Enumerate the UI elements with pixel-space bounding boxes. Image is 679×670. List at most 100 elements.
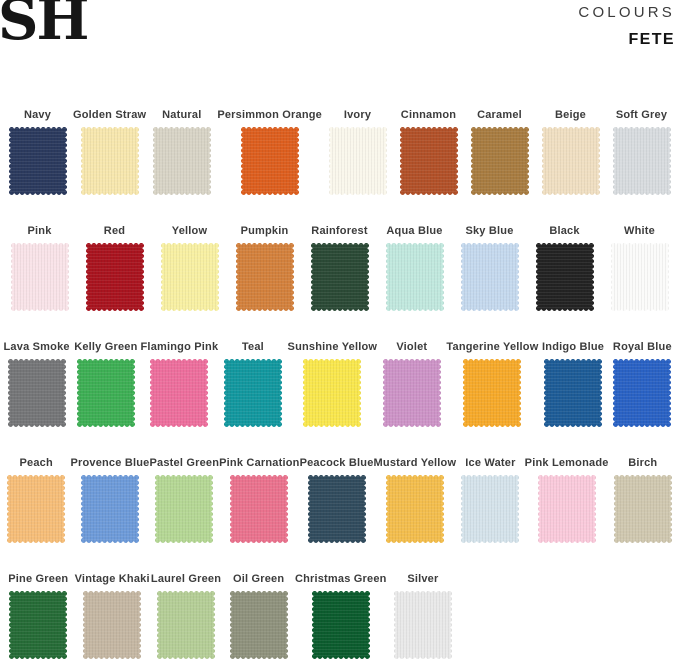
swatch-label-white: White <box>624 225 655 237</box>
swatch-cell: Pastel Green <box>149 457 219 543</box>
swatch-label-silver: Silver <box>407 573 439 585</box>
swatch-sky-blue <box>460 243 519 311</box>
swatch-cell: Rainforest <box>302 225 377 311</box>
swatch-label-caramel: Caramel <box>477 109 522 121</box>
swatch-label-flamingo-pink: Flamingo Pink <box>140 341 219 353</box>
swatch-cell: Lava Smoke <box>2 341 71 427</box>
swatch-cell: Pine Green <box>2 573 75 659</box>
swatch-label-red: Red <box>103 225 126 237</box>
swatch-cell: Pink <box>2 225 77 311</box>
swatch-rainforest <box>310 243 369 311</box>
swatch-pink-lemonade <box>537 475 596 543</box>
swatch-label-sky-blue: Sky Blue <box>465 225 514 237</box>
brand-logo: SH <box>0 0 89 53</box>
swatch-cell: Oil Green <box>222 573 295 659</box>
swatch-cell: Sky Blue <box>452 225 527 311</box>
swatch-yellow <box>160 243 219 311</box>
swatch-label-birch: Birch <box>628 457 658 469</box>
swatch-birch <box>613 475 672 543</box>
swatch-label-oil-green: Oil Green <box>232 573 285 585</box>
swatch-natural <box>152 127 211 195</box>
swatch-cell: Christmas Green <box>295 573 387 659</box>
swatch-label-ivory: Ivory <box>343 109 372 121</box>
swatch-cell: Vintage Khaki <box>75 573 150 659</box>
swatch-cell: Golden Straw <box>73 109 146 195</box>
swatch-label-violet: Violet <box>396 341 428 353</box>
swatch-cell: Tangerine Yellow <box>446 341 538 427</box>
collection-label: COLOURS <box>578 4 675 21</box>
swatch-cell: Violet <box>377 341 446 427</box>
swatch-label-persimmon-orange: Persimmon Orange <box>217 109 322 121</box>
swatch-indigo-blue <box>544 359 603 427</box>
swatch-cell: Beige <box>535 109 606 195</box>
swatch-label-christmas-green: Christmas Green <box>294 573 387 585</box>
swatch-laurel-green <box>157 591 216 659</box>
swatch-navy <box>8 127 67 195</box>
swatch-row: Pink Red Yellow Pumpkin Rainforest Aqua … <box>0 225 679 311</box>
swatch-cell: Sunshine Yellow <box>288 341 378 427</box>
swatch-flamingo-pink <box>150 359 209 427</box>
swatch-red <box>85 243 144 311</box>
swatch-oil-green <box>229 591 288 659</box>
swatch-lava-smoke <box>7 359 66 427</box>
swatch-label-cinnamon: Cinnamon <box>400 109 457 121</box>
swatch-cell: Kelly Green <box>71 341 140 427</box>
swatch-cell: Pumpkin <box>227 225 302 311</box>
swatch-label-laurel-green: Laurel Green <box>150 573 222 585</box>
swatch-peach <box>7 475 66 543</box>
swatch-tangerine-yellow <box>463 359 522 427</box>
swatch-cell: Laurel Green <box>150 573 223 659</box>
swatch-label-pine-green: Pine Green <box>8 573 69 585</box>
swatch-teal <box>223 359 282 427</box>
swatch-label-peacock-blue: Peacock Blue <box>299 457 374 469</box>
swatch-label-pumpkin: Pumpkin <box>240 225 289 237</box>
swatch-pastel-green <box>155 475 214 543</box>
swatch-aqua-blue <box>385 243 444 311</box>
swatch-cell: Mustard Yellow <box>374 457 457 543</box>
swatch-kelly-green <box>76 359 135 427</box>
swatch-cell: Caramel <box>464 109 535 195</box>
swatch-mustard-yellow <box>385 475 444 543</box>
swatch-label-tangerine-yellow: Tangerine Yellow <box>446 341 539 353</box>
swatch-row: Peach Provence Blue Pastel Green Pink Ca… <box>0 457 679 543</box>
swatch-label-lava-smoke: Lava Smoke <box>3 341 70 353</box>
swatch-label-pink: Pink <box>27 225 52 237</box>
swatch-row: Lava Smoke Kelly Green Flamingo Pink Tea… <box>0 341 679 427</box>
swatch-label-pastel-green: Pastel Green <box>149 457 220 469</box>
swatch-cell: Natural <box>146 109 217 195</box>
swatch-board: Navy Golden Straw Natural Persimmon Oran… <box>0 109 679 659</box>
swatch-pumpkin <box>235 243 294 311</box>
swatch-cell: Royal Blue <box>608 341 677 427</box>
swatch-label-ice-water: Ice Water <box>465 457 516 469</box>
swatch-cell: White <box>602 225 677 311</box>
swatch-vintage-khaki <box>83 591 142 659</box>
swatch-cell: Ivory <box>322 109 393 195</box>
swatch-label-beige: Beige <box>555 109 586 121</box>
swatch-pink-carnation <box>230 475 289 543</box>
swatch-sunshine-yellow <box>303 359 362 427</box>
swatch-cell: Soft Grey <box>606 109 677 195</box>
swatch-row: Navy Golden Straw Natural Persimmon Oran… <box>0 109 679 195</box>
swatch-cell: Flamingo Pink <box>141 341 219 427</box>
swatch-white <box>610 243 669 311</box>
swatch-cell: Silver <box>387 573 460 659</box>
swatch-black <box>535 243 594 311</box>
swatch-label-aqua-blue: Aqua Blue <box>386 225 443 237</box>
swatch-violet <box>382 359 441 427</box>
swatch-label-peach: Peach <box>19 457 53 469</box>
swatch-label-teal: Teal <box>241 341 264 353</box>
swatch-cell: Navy <box>2 109 73 195</box>
swatch-pine-green <box>9 591 68 659</box>
swatch-label-provence-blue: Provence Blue <box>70 457 150 469</box>
swatch-ivory <box>328 127 387 195</box>
swatch-label-natural: Natural <box>162 109 202 121</box>
swatch-label-soft-grey: Soft Grey <box>615 109 668 121</box>
swatch-cell: Birch <box>609 457 677 543</box>
swatch-cell: Persimmon Orange <box>217 109 322 195</box>
header-right: COLOURS FETE <box>578 0 679 49</box>
swatch-cell: Yellow <box>152 225 227 311</box>
swatch-label-yellow: Yellow <box>171 225 208 237</box>
swatch-label-vintage-khaki: Vintage Khaki <box>74 573 150 585</box>
swatch-golden-straw <box>80 127 139 195</box>
swatch-cell: Cinnamon <box>393 109 464 195</box>
